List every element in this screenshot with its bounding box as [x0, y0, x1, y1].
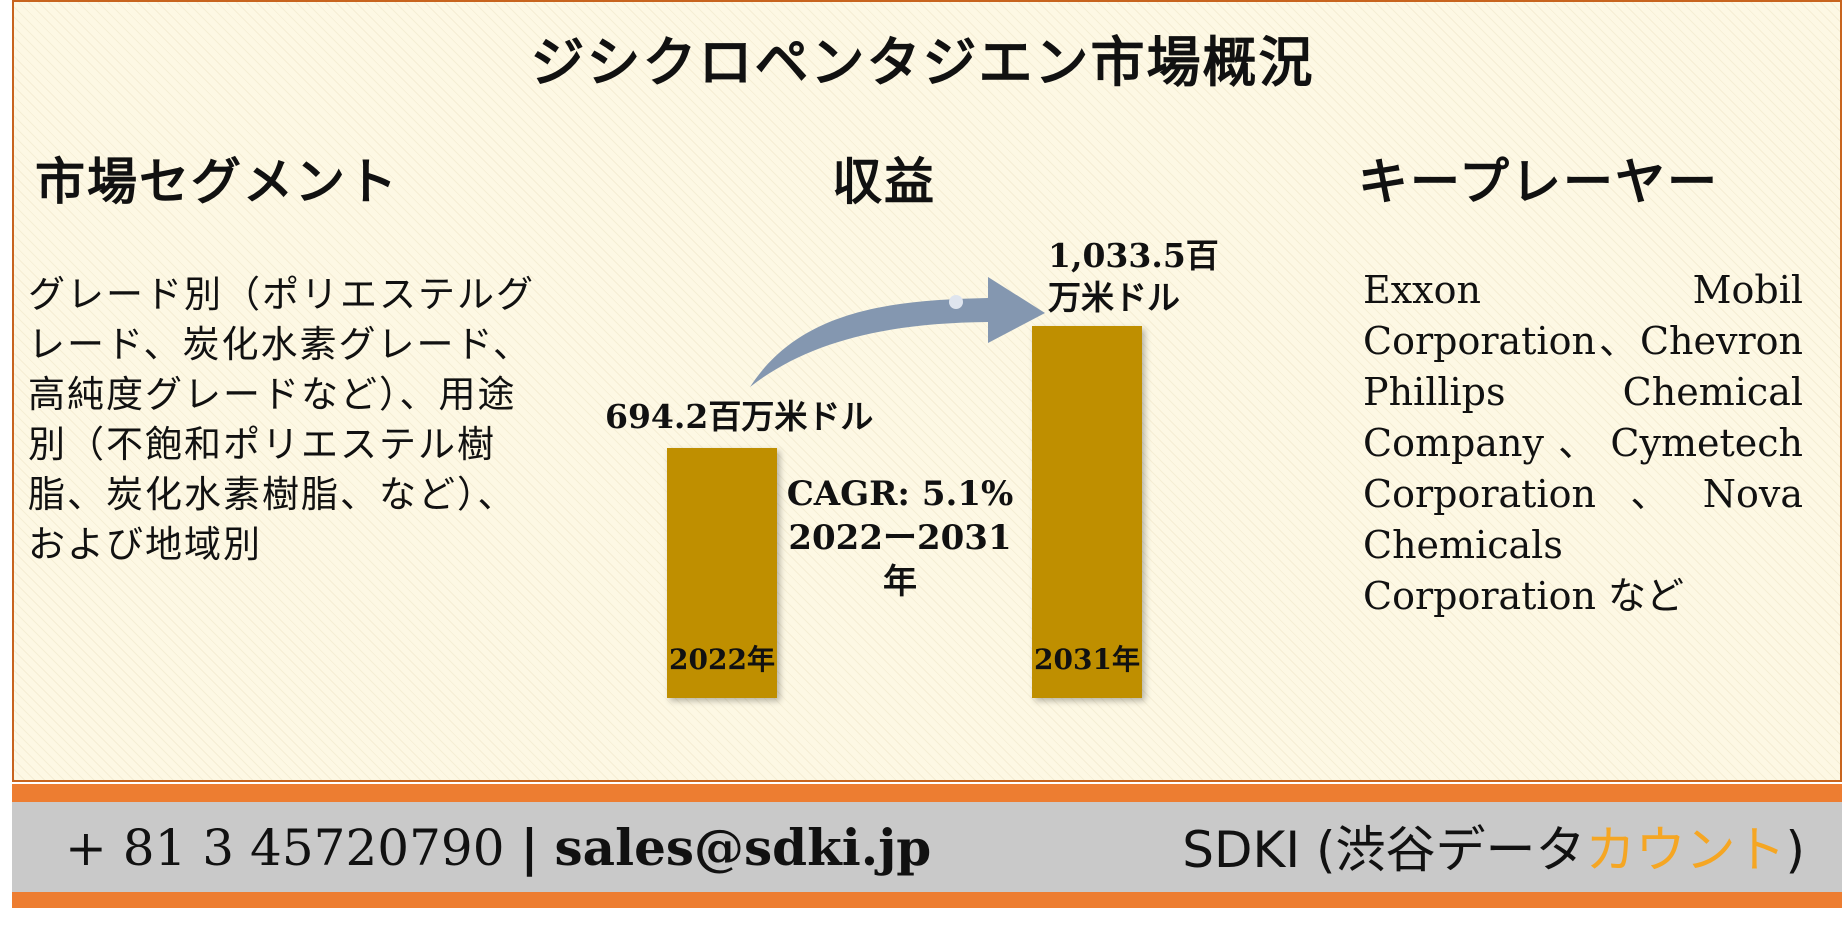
phone-number[interactable]: + 81 3 45720790: [65, 819, 505, 877]
bar-2022: [667, 448, 777, 698]
growth-arrow-icon: [750, 277, 1045, 387]
overview-panel: [12, 0, 1842, 782]
contact-separator: |: [520, 818, 539, 877]
value-label-2022: 694.2百万米ドル: [605, 397, 874, 436]
revenue-heading: 収益: [832, 152, 936, 211]
brand-main: SDKI (渋谷データ: [1182, 821, 1586, 879]
segments-text: グレード別（ポリエステルグレード、炭化水素グレード、高純度グレードなど）、用途別…: [28, 273, 535, 566]
key-players-heading: キープレーヤー: [1358, 152, 1719, 211]
segments-heading: 市場セグメント: [35, 152, 399, 211]
cagr-period: 2022ー2031年: [788, 518, 1012, 602]
growth-arrow-shape: [750, 277, 1045, 387]
footer-bottom-band: [12, 892, 1842, 908]
footer-top-band: [12, 784, 1842, 802]
email-link[interactable]: sales@sdki.jp: [554, 818, 932, 877]
footer-bar: [12, 802, 1842, 892]
bar-2031: [1032, 326, 1142, 698]
arrow-highlight-dot: [949, 295, 963, 309]
bar-category-label-2022: 2022年: [669, 643, 775, 676]
brand-end: ): [1785, 821, 1805, 879]
value-label-2031: 1,033.5百万米ドル: [1048, 236, 1219, 317]
cagr-label: CAGR: 5.1% 2022ー2031年: [780, 472, 1020, 604]
brand-accent: カウント: [1585, 821, 1786, 879]
cagr-value: CAGR: 5.1%: [786, 474, 1014, 514]
contact-info: + 81 3 45720790 | sales@sdki.jp: [65, 818, 931, 877]
page-title: ジシクロペンタジエン市場概況: [530, 30, 1315, 94]
bar-category-label-2031: 2031年: [1034, 643, 1140, 676]
brand-name: SDKI (渋谷データカウント): [1182, 810, 1805, 882]
key-players-text: Exxon Mobil Corporation、Chevron Phillips…: [1363, 268, 1803, 618]
